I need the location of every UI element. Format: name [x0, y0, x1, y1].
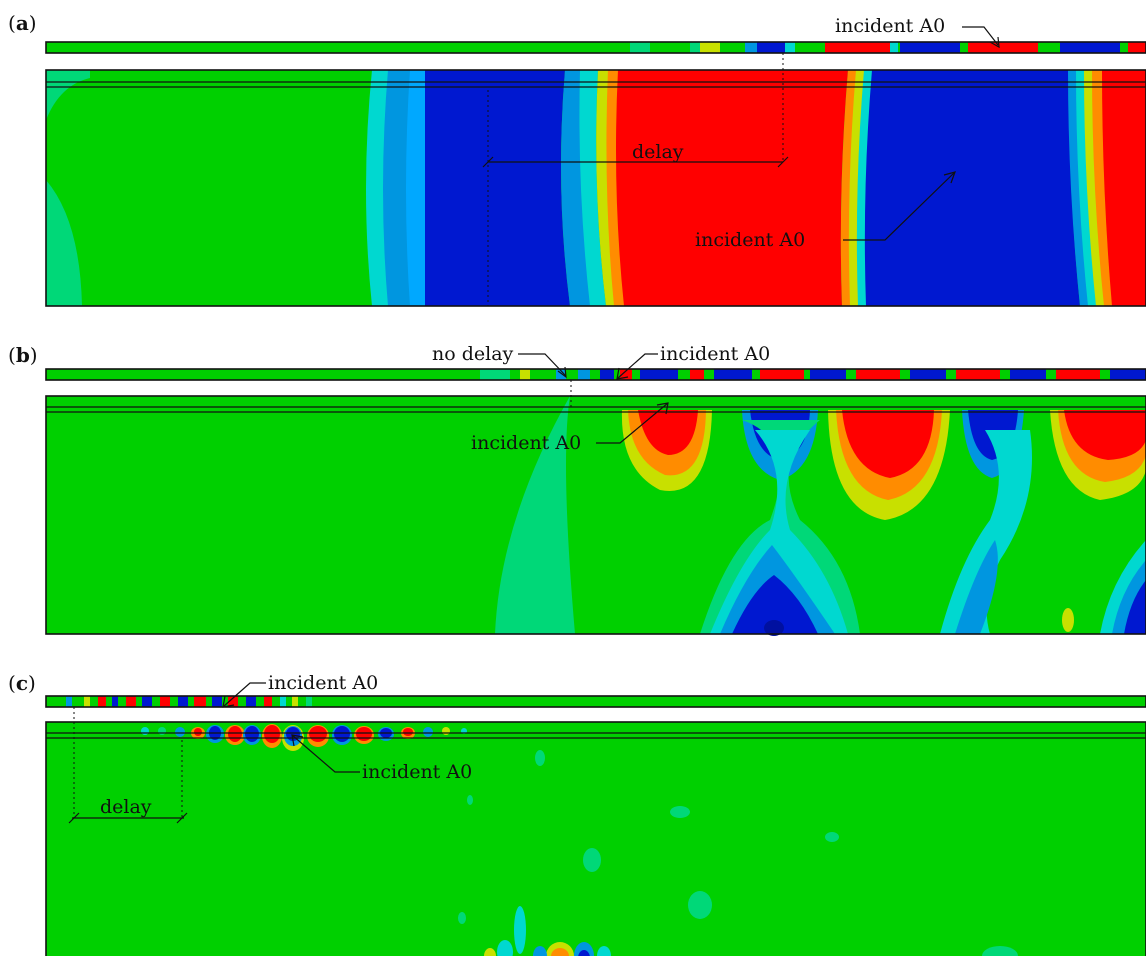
- panel-b-incident-top-leader: [617, 353, 658, 379]
- delay-tick-icon: [482, 156, 789, 168]
- panel-a-incident-top-leader: [962, 26, 999, 46]
- panel-a-strip: [45, 41, 1146, 54]
- panel-b-no-delay-leader: [518, 353, 567, 377]
- arrowhead-icon: [989, 36, 1000, 49]
- panel-b-incident-main-label: incident A0: [471, 432, 581, 454]
- panel-c-delay-label: delay: [100, 796, 152, 818]
- panel-a-incident-top-label: incident A0: [835, 15, 945, 37]
- panel-a-incident-main-label: incident A0: [695, 229, 805, 251]
- panel-c-incident-top-label: incident A0: [268, 672, 378, 694]
- panel-a-annotations: incident A0 delay incident A0: [482, 15, 1000, 306]
- panel-b: (b): [8, 343, 1146, 636]
- panel-c-incident-top-leader: [223, 682, 266, 707]
- arrowhead-icon: [943, 171, 956, 184]
- panel-a: (a): [8, 11, 1146, 307]
- panel-a-incident-main-leader: [843, 171, 956, 241]
- arrowhead-icon: [616, 367, 629, 380]
- panel-a-field: [45, 69, 1146, 307]
- panel-b-no-delay-label: no delay: [432, 343, 514, 365]
- arrowhead-icon: [557, 366, 567, 379]
- arrowhead-icon: [656, 402, 669, 415]
- panel-b-annotations: no delay incident A0 incident A0: [432, 343, 770, 454]
- panel-a-delay-label: delay: [632, 141, 684, 163]
- panel-c-field: [45, 721, 1146, 956]
- panel-b-incident-top-label: incident A0: [660, 343, 770, 365]
- panel-c-label: (c): [8, 671, 36, 695]
- panel-c-annotations: incident A0 incident A0 delay: [68, 672, 472, 824]
- panel-c-incident-main-leader: [291, 734, 360, 773]
- panel-b-label: (b): [8, 343, 38, 367]
- panel-c-strip: [45, 695, 1146, 708]
- panel-b-incident-main-leader: [596, 402, 669, 444]
- panel-b-strip: [45, 368, 1146, 381]
- panel-b-field: [45, 395, 1146, 636]
- panel-c: (c): [8, 671, 1146, 956]
- delay-tick-icon: [68, 812, 188, 824]
- panel-a-label: (a): [8, 11, 37, 35]
- arrowhead-icon: [291, 734, 304, 747]
- arrowhead-icon: [222, 695, 235, 708]
- panel-c-incident-main-label: incident A0: [362, 761, 472, 783]
